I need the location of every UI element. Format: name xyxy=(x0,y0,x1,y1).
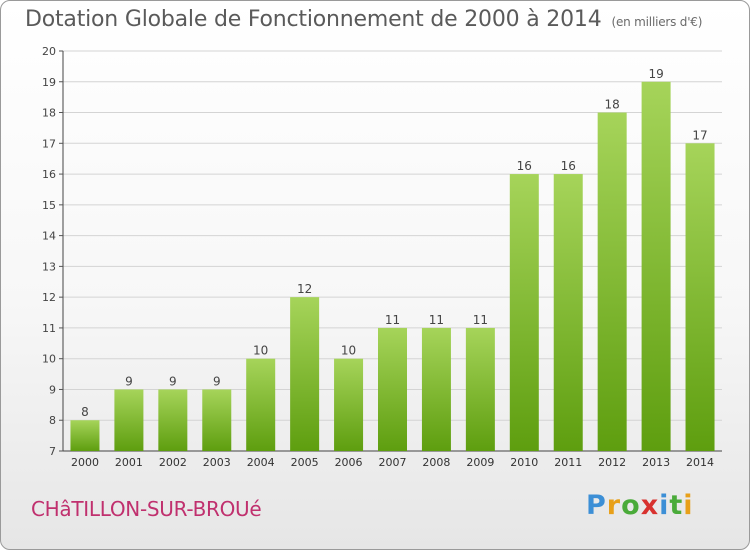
chart-title-text: Dotation Globale de Fonctionnement de 20… xyxy=(25,7,602,32)
y-axis-ticks: 7 8 9 10 11 12 13 14 15 16 17 18 19 20 xyxy=(42,45,63,458)
bar-2008 xyxy=(421,327,451,451)
bar-2011 xyxy=(553,174,583,452)
bar-2001 xyxy=(114,389,144,451)
x-tick-label: 2007 xyxy=(379,456,407,469)
y-tick-label: 18 xyxy=(42,107,56,120)
bar-2000 xyxy=(70,420,100,451)
bar-2012 xyxy=(597,112,627,452)
data-label-2004: 10 xyxy=(253,344,268,358)
y-tick-label: 13 xyxy=(42,260,56,273)
data-label-2002: 9 xyxy=(169,374,177,388)
x-tick-label: 2001 xyxy=(115,456,143,469)
data-label-2013: 19 xyxy=(648,67,663,81)
proxiti-logo[interactable]: Proxiti xyxy=(586,490,694,521)
bar-2007 xyxy=(378,327,407,451)
logo-letter: t xyxy=(669,490,684,521)
x-tick-label: 2010 xyxy=(510,456,538,469)
chart-subtitle: (en milliers d'€) xyxy=(611,15,703,29)
x-tick-label: 2014 xyxy=(686,456,714,469)
data-label-2009: 11 xyxy=(473,313,488,327)
city-name: CHâTILLON-SUR-BROUé xyxy=(31,497,262,521)
y-tick-label: 20 xyxy=(42,45,56,58)
x-axis-ticks: 2000 2001 2002 2003 2004 2005 2006 2007 2008 2009… xyxy=(71,456,714,469)
data-label-2003: 9 xyxy=(213,374,221,388)
data-label-2005: 12 xyxy=(297,282,312,296)
x-tick-label: 2004 xyxy=(247,456,275,469)
bar-2006 xyxy=(334,358,364,451)
bar-2010 xyxy=(509,174,539,452)
logo-letter: i xyxy=(659,490,670,521)
y-tick-label: 7 xyxy=(49,445,56,458)
bar-2002 xyxy=(158,389,188,451)
y-tick-label: 14 xyxy=(42,230,56,243)
x-tick-label: 2005 xyxy=(291,456,319,469)
y-tick-label: 15 xyxy=(42,199,56,212)
y-tick-label: 12 xyxy=(42,291,56,304)
chart-title: Dotation Globale de Fonctionnement de 20… xyxy=(25,7,702,32)
logo-letter: x xyxy=(640,490,660,521)
bar-2003 xyxy=(202,389,232,451)
y-tick-label: 11 xyxy=(42,322,56,335)
x-tick-label: 2008 xyxy=(422,456,450,469)
x-tick-label: 2011 xyxy=(554,456,582,469)
bar-2004 xyxy=(246,358,276,451)
bar-2009 xyxy=(465,327,495,451)
y-tick-label: 17 xyxy=(42,137,56,150)
y-tick-label: 8 xyxy=(49,414,56,427)
bars xyxy=(70,81,715,452)
bar-2014 xyxy=(685,143,715,452)
logo-letter: o xyxy=(621,490,641,521)
data-label-2011: 16 xyxy=(561,159,576,173)
data-label-2007: 11 xyxy=(385,313,400,327)
bar-2013 xyxy=(641,81,671,452)
y-tick-label: 9 xyxy=(49,383,56,396)
data-label-2014: 17 xyxy=(692,128,707,142)
x-tick-label: 2013 xyxy=(642,456,670,469)
y-tick-label: 10 xyxy=(42,353,56,366)
data-labels: 8 9 9 9 10 12 10 11 11 11 16 16 18 19 17 xyxy=(81,67,708,419)
logo-letter: P xyxy=(586,490,607,521)
logo-letter: r xyxy=(606,490,622,521)
x-tick-label: 2002 xyxy=(159,456,187,469)
data-label-2010: 16 xyxy=(517,159,532,173)
data-label-2001: 9 xyxy=(125,374,133,388)
data-label-2000: 8 xyxy=(81,405,89,419)
data-label-2012: 18 xyxy=(605,98,620,112)
x-tick-label: 2003 xyxy=(203,456,231,469)
x-tick-label: 2006 xyxy=(335,456,363,469)
y-tick-label: 16 xyxy=(42,168,56,181)
logo-letter: i xyxy=(683,490,694,521)
x-tick-label: 2000 xyxy=(71,456,99,469)
x-tick-label: 2009 xyxy=(466,456,494,469)
x-tick-label: 2012 xyxy=(598,456,626,469)
y-tick-label: 19 xyxy=(42,76,56,89)
data-label-2006: 10 xyxy=(341,344,356,358)
data-label-2008: 11 xyxy=(429,313,444,327)
bar-2005 xyxy=(290,297,320,451)
